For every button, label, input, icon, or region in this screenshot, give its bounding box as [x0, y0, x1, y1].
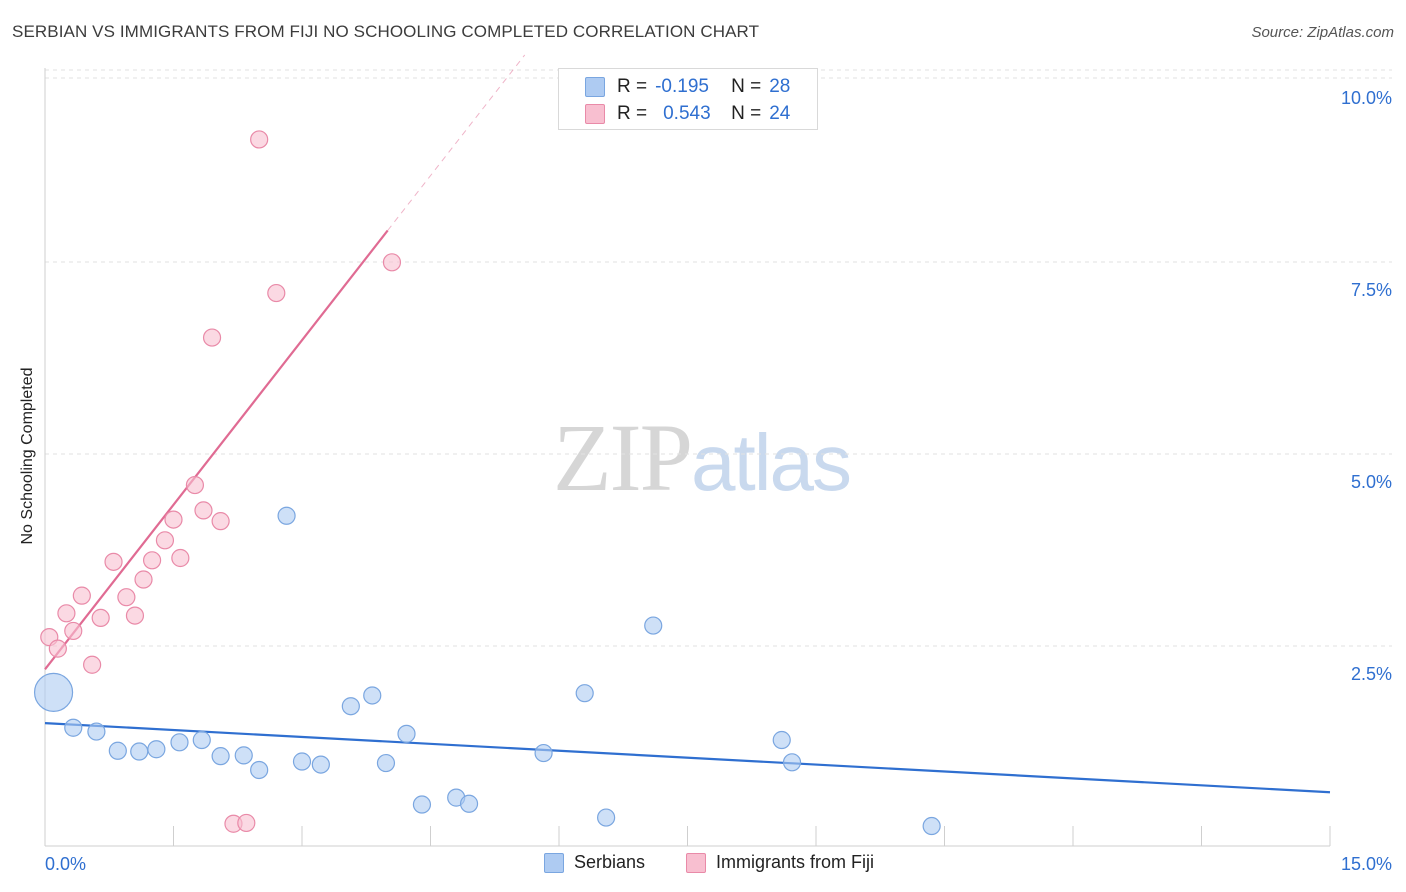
legend-row-serbians: R = -0.195 N = 28 [585, 75, 790, 99]
serbian-point [772, 730, 791, 750]
serbian-point [292, 752, 312, 771]
serbian-point [147, 740, 166, 759]
fiji-point [155, 531, 175, 550]
y-tick-label: 10.0% [1341, 88, 1392, 108]
fiji-point [91, 608, 110, 628]
series-swatch-fiji [686, 852, 706, 873]
watermark-zip: ZIP [553, 404, 693, 511]
series-legend: Serbians Immigrants from Fiji [0, 852, 1406, 876]
fiji-point [48, 639, 67, 658]
series-legend-fiji: Immigrants from Fiji [686, 852, 874, 873]
fiji-point [237, 813, 256, 833]
trend-line-fiji [44, 229, 389, 671]
fiji-point [171, 548, 190, 568]
fiji-point [267, 283, 286, 303]
y-tick-label: 7.5% [1351, 280, 1392, 300]
fiji-point [104, 552, 123, 571]
trend-line-serbians [44, 722, 1331, 794]
fiji-point [64, 621, 83, 641]
serbian-point [341, 697, 360, 716]
y-tick-label: 2.5% [1351, 664, 1392, 684]
series-label-serbians: Serbians [574, 852, 646, 872]
serbian-point [234, 746, 253, 765]
series-label-fiji: Immigrants from Fiji [716, 852, 875, 872]
serbian-point [412, 795, 432, 814]
fiji-point [134, 570, 153, 589]
serbian-point [363, 686, 382, 705]
fiji-point [164, 510, 183, 529]
x-tick-label: 15.0% [1341, 854, 1392, 874]
serbian-point [644, 616, 663, 635]
series-legend-serbians: Serbians [544, 852, 645, 873]
legend-r-value: -0.195 [655, 76, 709, 97]
legend-n-label: N = [731, 76, 762, 97]
serbian-point [170, 733, 189, 752]
fiji-point [83, 655, 102, 674]
serbian-point [782, 753, 802, 772]
serbian-point [376, 753, 396, 773]
legend-n-value: 24 [769, 103, 791, 124]
zipatlas-watermark: ZIPatlas [553, 402, 852, 513]
fiji-point [72, 586, 91, 605]
serbian-point [459, 794, 479, 813]
legend-r-label: R = [617, 103, 648, 124]
serbian-point [534, 743, 553, 763]
fiji-point [125, 606, 145, 625]
fiji-point [117, 588, 136, 607]
serbian-point [108, 741, 127, 760]
serbian-point [130, 742, 149, 761]
fiji-point [382, 253, 402, 272]
series-swatch-serbians [544, 852, 564, 873]
legend-n-value: 28 [769, 76, 791, 97]
serbian-point [192, 730, 211, 750]
chart-source: Source: ZipAtlas.com [1251, 24, 1394, 41]
watermark-atlas: atlas [691, 418, 852, 507]
serbian-point [211, 747, 230, 766]
y-tick-label: 5.0% [1351, 472, 1392, 492]
legend-row-fiji: R = 0.543 N = 24 [585, 102, 790, 126]
fiji-point [185, 475, 205, 495]
legend-r-value: 0.543 [663, 103, 711, 124]
fiji-point [211, 512, 230, 531]
legend-swatch-serbians [585, 77, 605, 97]
serbian-point [64, 718, 83, 737]
fiji-point [250, 130, 269, 149]
trend-line-extension-fiji [387, 54, 526, 231]
legend-n-label: N = [731, 103, 762, 124]
serbian-point [250, 760, 269, 780]
serbian-point [33, 672, 74, 713]
serbian-point [87, 722, 106, 741]
serbian-point [397, 724, 416, 743]
correlation-legend: R = -0.195 N = 28 R = 0.543 N = 24 [558, 68, 818, 130]
y-axis-label: No Schooling Completed [19, 367, 36, 545]
serbian-point [277, 506, 296, 525]
serbian-point [922, 816, 941, 836]
chart-title: SERBIAN VS IMMIGRANTS FROM FIJI NO SCHOO… [12, 22, 760, 41]
fiji-point [142, 551, 162, 570]
x-tick-label: 0.0% [45, 854, 86, 874]
serbian-point [311, 755, 330, 774]
serbian-point [597, 808, 616, 827]
legend-swatch-fiji [585, 104, 605, 124]
fiji-point [194, 501, 213, 520]
serbian-point [575, 684, 594, 703]
fiji-point [57, 604, 76, 623]
fiji-point [202, 328, 222, 347]
legend-r-label: R = [617, 76, 648, 97]
